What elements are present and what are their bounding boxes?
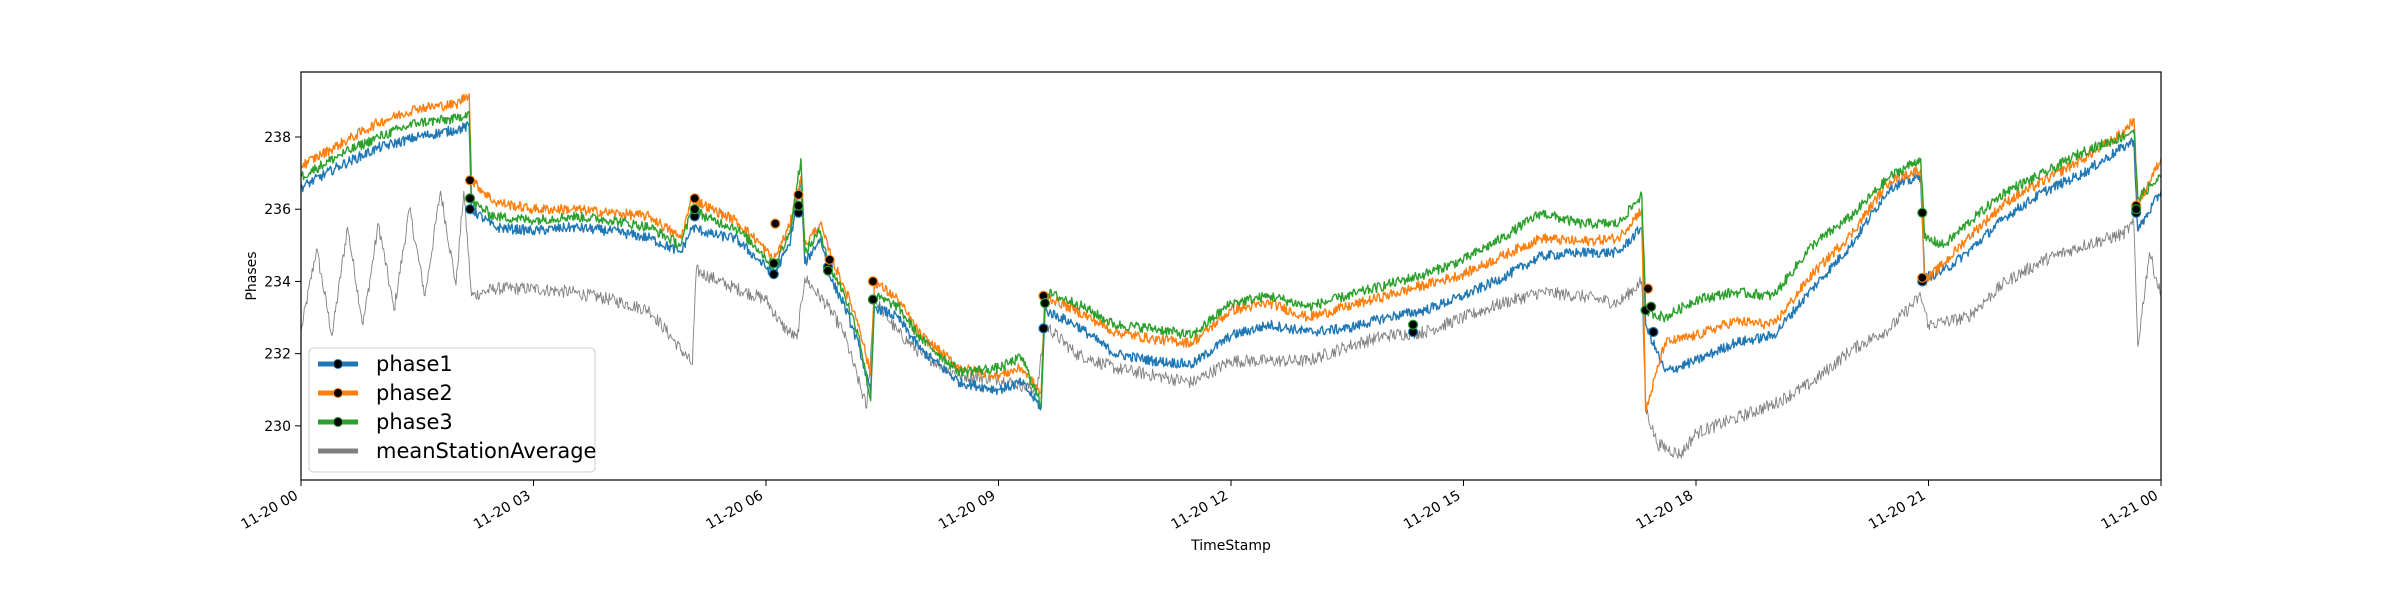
legend-box xyxy=(308,347,596,473)
marker-phase1 xyxy=(768,269,779,280)
plot-markers xyxy=(464,175,2142,338)
series-line-phase2 xyxy=(301,93,2161,413)
marker-phase2 xyxy=(1642,283,1654,294)
marker-phase2 xyxy=(793,189,804,200)
marker-phase2 xyxy=(867,276,879,287)
legend-marker-phase1 xyxy=(333,359,343,369)
marker-phase1 xyxy=(1038,323,1049,334)
legend-marker-phase3 xyxy=(333,417,343,427)
y-tick-label: 238 xyxy=(264,130,291,146)
marker-phase1 xyxy=(464,204,476,215)
marker-phase3 xyxy=(822,265,834,276)
legend: phase1 phase2 phase3 meanStationAverage xyxy=(308,347,596,473)
y-tick-label: 234 xyxy=(264,274,291,290)
legend-label-meanStationAverage: meanStationAverage xyxy=(376,439,596,463)
legend-label-phase1: phase1 xyxy=(376,352,453,376)
y-tick-label: 236 xyxy=(264,202,291,218)
marker-phase2 xyxy=(689,193,700,204)
y-axis: 230 232 234 236 238 xyxy=(264,130,301,435)
marker-phase3 xyxy=(793,200,804,211)
marker-phase2 xyxy=(824,254,835,265)
legend-marker-phase2 xyxy=(333,388,343,398)
legend-label-phase3: phase3 xyxy=(376,410,453,434)
series-line-meanStationAverage xyxy=(301,190,2161,459)
marker-phase2 xyxy=(1917,272,1928,283)
series-line-phase1 xyxy=(301,121,2161,411)
marker-phase3 xyxy=(464,193,476,204)
marker-phase1 xyxy=(1648,326,1659,338)
marker-phase3 xyxy=(689,204,700,215)
y-tick-label: 230 xyxy=(264,419,291,435)
series-line-phase3 xyxy=(301,110,2161,407)
legend-label-phase2: phase2 xyxy=(376,381,453,405)
marker-phase3 xyxy=(1039,298,1051,309)
marker-phase2 xyxy=(770,218,781,229)
marker-phase3 xyxy=(1407,319,1419,330)
marker-phase2 xyxy=(464,175,476,186)
plot-series xyxy=(301,93,2161,459)
y-tick-label: 232 xyxy=(264,347,291,363)
marker-phase3 xyxy=(1645,301,1657,312)
marker-phase3 xyxy=(1917,207,1928,218)
y-axis-title: Phases xyxy=(244,251,260,300)
marker-phase3 xyxy=(2131,204,2142,215)
marker-phase3 xyxy=(768,258,779,269)
marker-phase3 xyxy=(867,294,879,305)
x-axis-title: TimeStamp xyxy=(1190,538,1271,554)
